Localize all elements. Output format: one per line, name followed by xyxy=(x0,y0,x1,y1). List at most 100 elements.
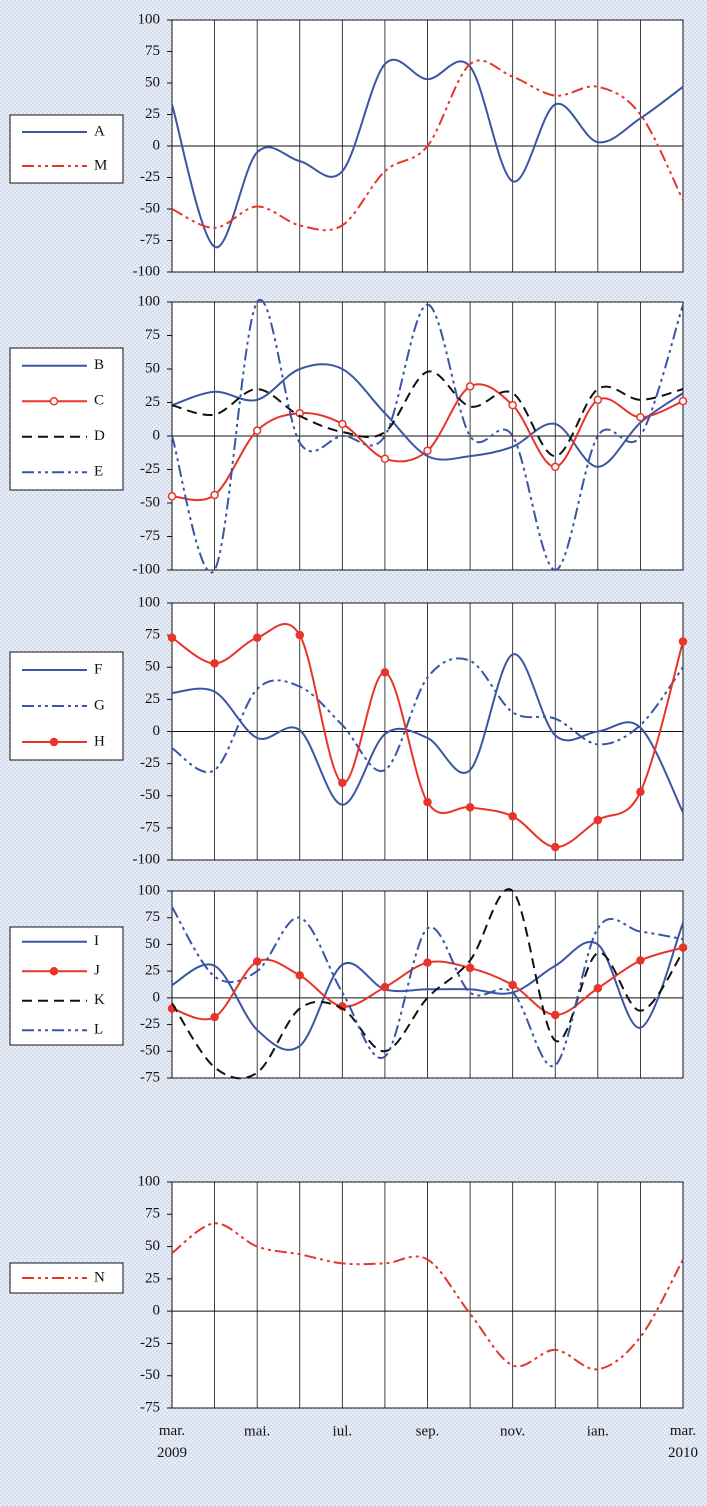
series-line xyxy=(171,298,684,574)
series-line xyxy=(171,1222,684,1371)
y-tick-label: 50 xyxy=(145,936,160,952)
series-line xyxy=(171,888,684,1080)
y-tick-label: -25 xyxy=(140,1335,160,1351)
series-line xyxy=(171,653,684,813)
series-marker xyxy=(252,426,262,435)
x-tick-label: mai. xyxy=(244,1423,270,1439)
series-marker xyxy=(295,971,304,980)
series-marker xyxy=(380,982,390,992)
series-marker xyxy=(636,787,645,797)
y-tick-label: 25 xyxy=(145,963,160,979)
x-tick-label: ian. xyxy=(587,1423,609,1439)
y-tick-label: -75 xyxy=(140,819,160,835)
y-tick-label: -75 xyxy=(140,232,160,248)
series-line xyxy=(171,59,684,232)
series-line xyxy=(171,363,684,468)
series-marker xyxy=(423,446,432,455)
y-tick-label: -50 xyxy=(140,200,160,216)
y-tick-label: 100 xyxy=(138,882,161,898)
y-tick-label: 0 xyxy=(153,137,161,153)
y-tick-label: -100 xyxy=(133,851,161,867)
y-tick-label: 100 xyxy=(138,11,161,27)
series-marker xyxy=(678,943,688,952)
series-marker xyxy=(380,668,390,677)
legend-box xyxy=(9,926,124,1046)
series-marker xyxy=(338,778,347,788)
y-tick-label: -100 xyxy=(133,263,161,279)
series-marker xyxy=(465,803,475,812)
legend-label: F xyxy=(94,661,102,677)
y-tick-label: -50 xyxy=(140,494,160,510)
legend-label: B xyxy=(94,357,104,373)
series-marker xyxy=(380,454,390,464)
y-tick-label: -100 xyxy=(133,561,161,577)
legend-label: E xyxy=(94,464,103,480)
series-marker xyxy=(678,637,688,646)
y-tick-label: -25 xyxy=(140,169,160,185)
series-marker xyxy=(593,983,603,993)
series-marker xyxy=(508,400,517,410)
legend-label: I xyxy=(94,933,99,949)
y-tick-label: 50 xyxy=(145,659,160,675)
series-marker xyxy=(678,396,688,406)
legend-marker xyxy=(49,397,59,406)
y-tick-label: -50 xyxy=(140,787,160,803)
series-marker xyxy=(210,659,219,668)
legend-box xyxy=(9,347,124,491)
legend-label: M xyxy=(94,157,107,173)
x-tick-label: mar. 2010 xyxy=(668,1423,698,1461)
y-tick-label: 0 xyxy=(153,989,161,1005)
legend-label: D xyxy=(94,428,105,444)
series-marker xyxy=(551,842,560,852)
y-tick-label: 25 xyxy=(145,1270,160,1286)
legend-label: C xyxy=(94,393,104,409)
series-marker xyxy=(636,956,645,965)
legend-label: A xyxy=(94,123,105,139)
series-line xyxy=(171,906,684,1068)
x-tick-label-line: mar. xyxy=(670,1423,696,1439)
y-tick-label: 25 xyxy=(145,691,160,707)
y-tick-label: -75 xyxy=(140,528,160,544)
x-tick-label: sep. xyxy=(416,1423,440,1439)
y-tick-label: 25 xyxy=(145,394,160,410)
series-marker xyxy=(465,382,475,391)
y-tick-label: 100 xyxy=(138,1173,161,1189)
x-tick-label: nov. xyxy=(500,1423,525,1439)
series-marker xyxy=(252,957,262,966)
x-tick-label-line: 2009 xyxy=(157,1445,187,1461)
series-marker xyxy=(167,633,177,642)
y-tick-label: -25 xyxy=(140,1016,160,1032)
series-marker xyxy=(210,490,219,500)
legend-label: H xyxy=(94,733,105,749)
legend-label: N xyxy=(94,1269,105,1285)
y-tick-label: 50 xyxy=(145,1238,160,1254)
x-tick-label: mar. 2009 xyxy=(157,1423,187,1461)
y-tick-label: -50 xyxy=(140,1043,160,1059)
series-marker xyxy=(551,1010,560,1020)
y-tick-label: -75 xyxy=(140,1069,160,1085)
series-marker xyxy=(338,419,347,429)
series-marker xyxy=(252,633,262,642)
series-marker xyxy=(593,815,603,825)
y-tick-label: 100 xyxy=(138,293,161,309)
y-tick-label: 75 xyxy=(145,627,160,643)
series-marker xyxy=(167,492,177,501)
legend-box xyxy=(9,114,124,184)
y-tick-label: 0 xyxy=(153,1303,161,1319)
legend-box xyxy=(9,1262,124,1294)
y-tick-label: -25 xyxy=(140,755,160,771)
y-tick-label: 0 xyxy=(153,723,161,739)
y-tick-label: 50 xyxy=(145,74,160,90)
y-tick-label: -50 xyxy=(140,1367,160,1383)
legend-marker xyxy=(49,967,59,976)
legend-label: J xyxy=(94,963,100,979)
legend-label: K xyxy=(94,992,105,1008)
series-line xyxy=(171,622,684,849)
x-tick-label-line: 2010 xyxy=(668,1445,698,1461)
y-tick-label: 25 xyxy=(145,106,160,122)
y-tick-label: 75 xyxy=(145,1206,160,1222)
y-tick-label: -25 xyxy=(140,461,160,477)
legend-label: L xyxy=(94,1022,103,1038)
